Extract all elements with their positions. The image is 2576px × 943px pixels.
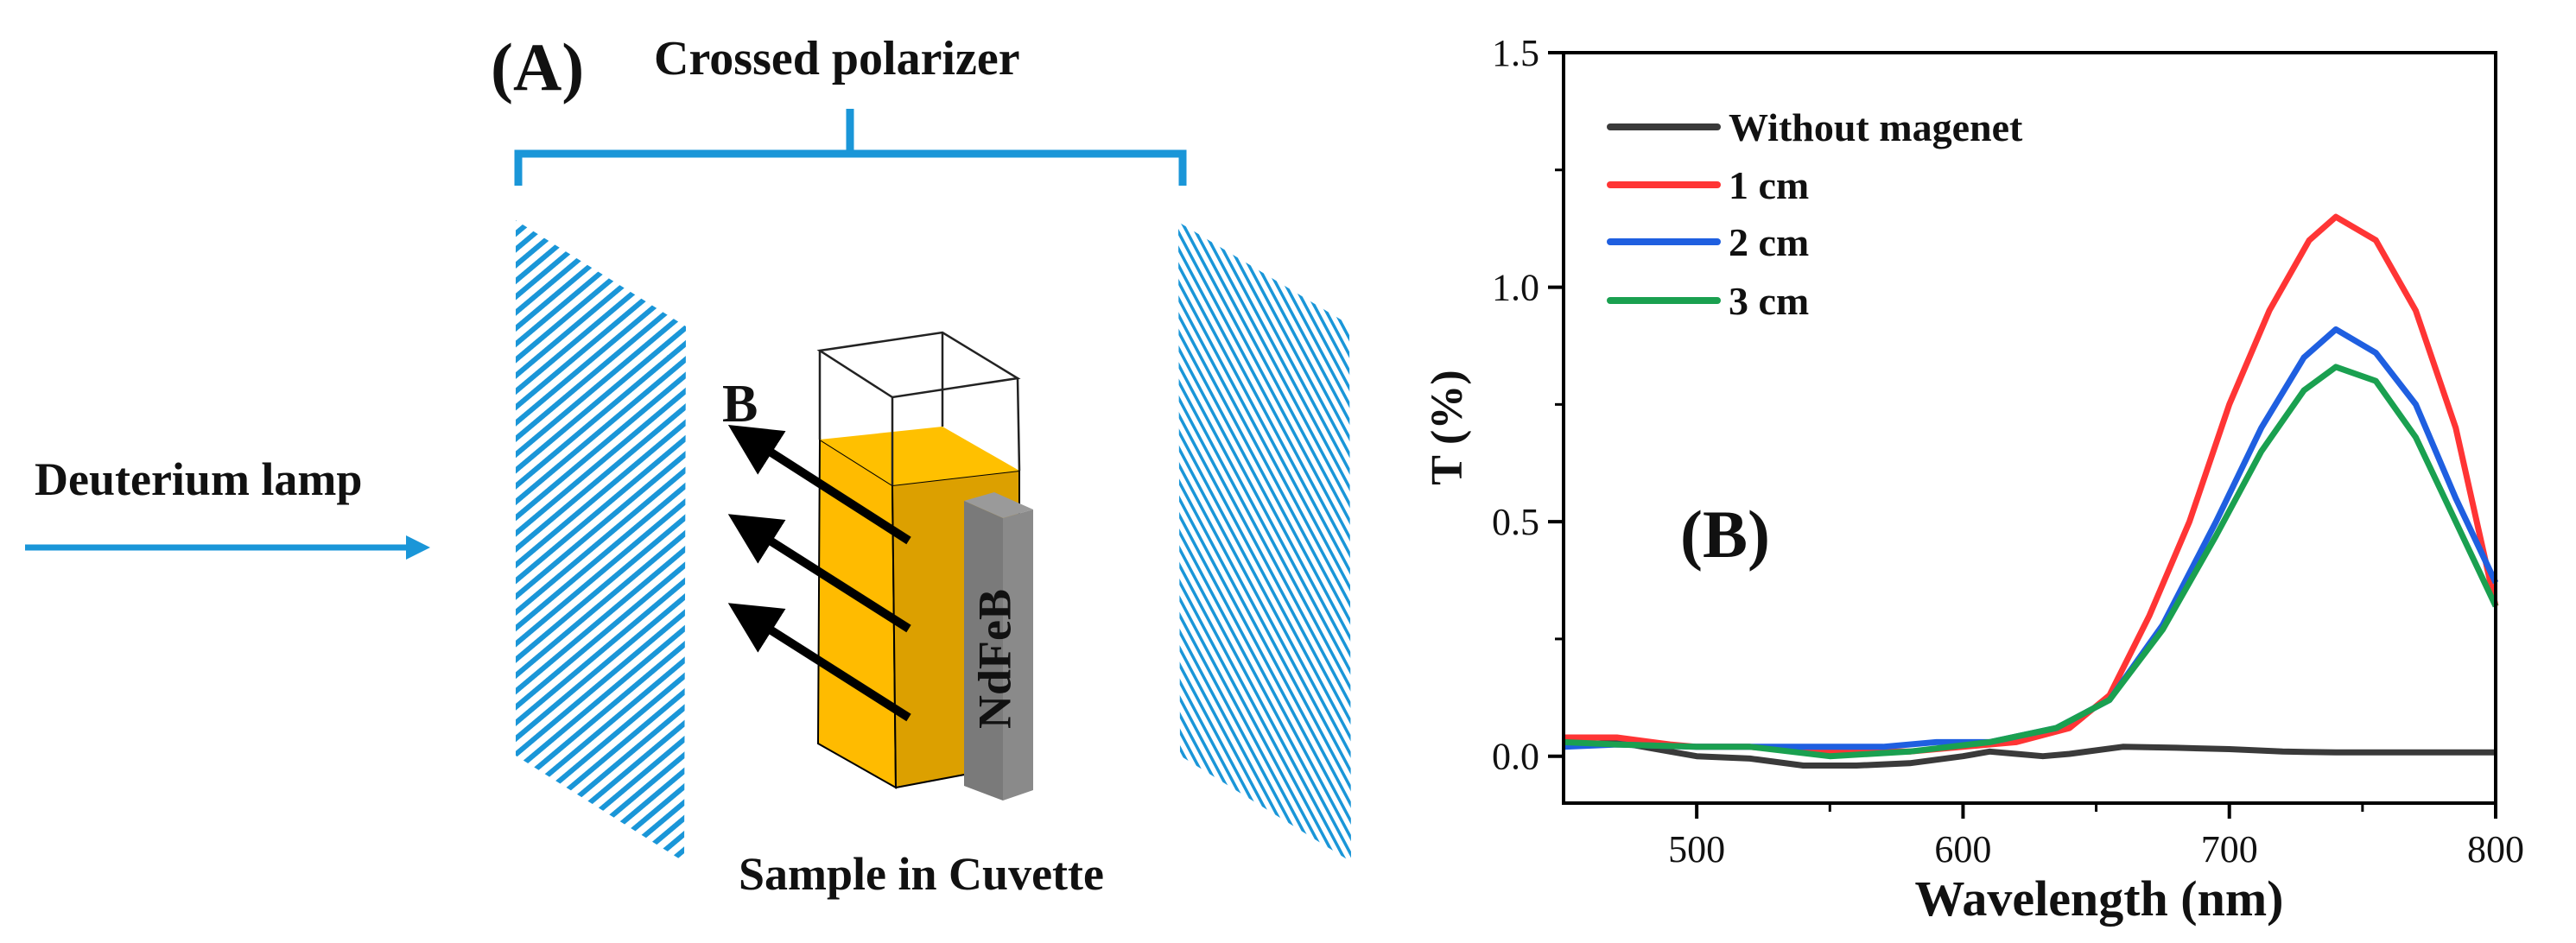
- panel-label-a: (A): [491, 29, 584, 104]
- series-line-1: [1564, 213, 2499, 755]
- field-arrow: [727, 425, 911, 545]
- lamp-label: Deuterium lamp: [35, 453, 362, 505]
- transmittance-chart: 500 600 700 800 0.0 0.5 1.0 1.5 Without magenet…: [1423, 32, 2524, 927]
- polarizer-left: [516, 220, 686, 862]
- y-tick-label: 1.0: [1492, 267, 1539, 309]
- series-line-3: [1563, 364, 2499, 760]
- legend-label: 3 cm: [1729, 279, 1809, 323]
- magnet-side: [1003, 509, 1033, 801]
- y-tick-label: 1.5: [1492, 32, 1539, 74]
- field-arrow: [727, 603, 911, 722]
- legend-item: 2 cm: [1607, 220, 1809, 264]
- x-tick-label: 600: [1934, 828, 1991, 870]
- x-tick-label: 500: [1668, 828, 1725, 870]
- legend-item: 3 cm: [1607, 279, 1809, 323]
- field-label: B: [722, 375, 758, 434]
- legend: Without magenet 1 cm 2 cm 3 cm: [1607, 105, 2023, 323]
- magnet-top: [964, 492, 1033, 518]
- y-tick-label: 0.0: [1492, 736, 1539, 778]
- liquid-top: [820, 427, 1019, 485]
- field-arrows: [727, 425, 911, 722]
- polarizer-label: Crossed polarizer: [654, 32, 1020, 85]
- magnet-label: NdFeB: [968, 589, 1020, 729]
- series-line-0: [1563, 738, 2496, 769]
- field-arrow: [727, 514, 911, 633]
- cuvette-outline: [816, 331, 1021, 485]
- polarizer-bracket: [514, 109, 1187, 186]
- series-layer: [1563, 213, 2499, 769]
- x-tick-label: 700: [2201, 828, 2258, 870]
- axis-ticks: 500 600 700 800 0.0 0.5 1.0 1.5: [1492, 32, 2524, 870]
- plot-frame: [1562, 51, 2497, 805]
- x-tick-label: 800: [2467, 828, 2524, 870]
- legend-label: 1 cm: [1729, 163, 1809, 207]
- magnet-front: [964, 501, 1003, 801]
- y-axis-label: T (%): [1423, 370, 1472, 484]
- setup-diagram: (A) Crossed polarizer Deuterium lamp NdF…: [25, 29, 1351, 900]
- magnet: NdFeB: [964, 492, 1033, 801]
- sample-label: Sample in Cuvette: [739, 848, 1104, 900]
- y-tick-label: 0.5: [1492, 501, 1539, 543]
- legend-item: Without magenet: [1607, 105, 2023, 149]
- legend-item: 1 cm: [1607, 163, 1809, 207]
- panel-label-b: (B): [1680, 497, 1770, 572]
- legend-label: Without magenet: [1729, 105, 2023, 149]
- x-axis-label: Wavelength (nm): [1915, 870, 2284, 927]
- polarizer-right: [1178, 222, 1351, 862]
- legend-label: 2 cm: [1729, 220, 1809, 264]
